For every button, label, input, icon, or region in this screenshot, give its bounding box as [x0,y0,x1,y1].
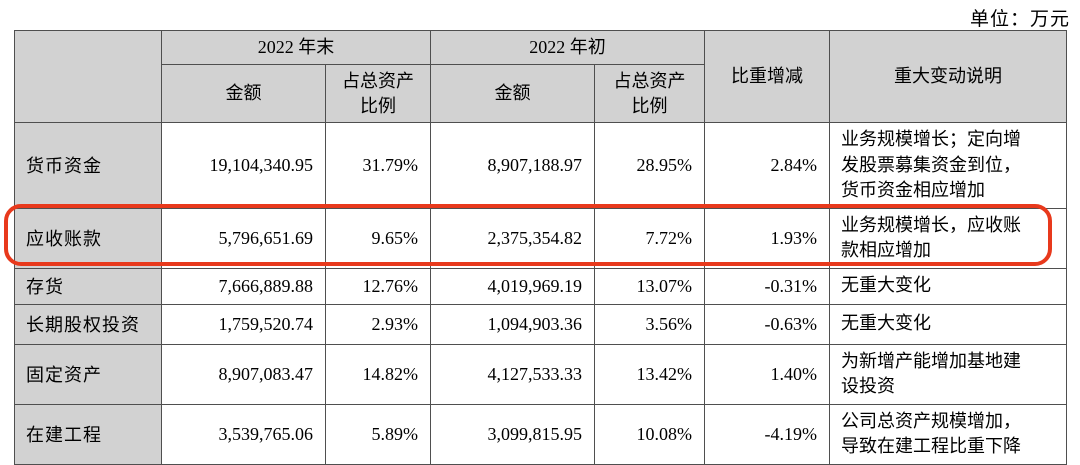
change-value: -0.63% [704,303,830,345]
header-period-begin: 2022 年初 [430,30,705,65]
begin-amount: 2,375,354.82 [430,207,595,269]
remark-text: 无重大变化 [829,303,1067,345]
begin-amount: 8,907,188.97 [430,122,595,209]
end-ratio: 31.79% [325,122,431,209]
end-ratio: 5.89% [325,403,431,465]
begin-ratio: 7.72% [594,207,705,269]
begin-ratio: 28.95% [594,122,705,209]
table-row: 长期股权投资 1,759,520.74 2.93% 1,094,903.36 3… [14,303,1067,345]
header-amount-begin: 金额 [430,64,595,123]
end-ratio: 9.65% [325,207,431,269]
unit-label: 单位：万元 [969,9,1070,30]
begin-amount: 1,094,903.36 [430,303,595,345]
change-value: -4.19% [704,403,830,465]
row-label: 存货 [14,267,162,305]
asset-table: 2022 年末 2022 年初 比重增减 重大变动说明 金额 占总资产 比例 金… [14,30,1067,465]
row-label: 长期股权投资 [14,303,162,345]
begin-amount: 4,127,533.33 [430,343,595,405]
begin-ratio: 13.42% [594,343,705,405]
table-row: 货币资金 19,104,340.95 31.79% 8,907,188.97 2… [14,122,1067,209]
remark-text: 业务规模增长，应收账款相应增加 [829,207,1067,269]
header-row-periods: 2022 年末 2022 年初 比重增减 重大变动说明 [14,30,1067,123]
change-value: 1.93% [704,207,830,269]
end-amount: 8,907,083.47 [161,343,326,405]
begin-amount: 3,099,815.95 [430,403,595,465]
begin-ratio: 3.56% [594,303,705,345]
end-ratio: 14.82% [325,343,431,405]
header-amount-end: 金额 [161,64,326,123]
end-ratio: 2.93% [325,303,431,345]
remark-text: 为新增产能增加基地建设投资 [829,343,1067,405]
header-ratio-begin: 占总资产 比例 [594,64,705,123]
header-change: 比重增减 [704,30,830,123]
end-amount: 5,796,651.69 [161,207,326,269]
row-label: 在建工程 [14,403,162,465]
row-label: 固定资产 [14,343,162,405]
remark-text: 无重大变化 [829,267,1067,305]
end-ratio: 12.76% [325,267,431,305]
remark-text: 业务规模增长；定向增发股票募集资金到位，货币资金相应增加 [829,122,1067,209]
table-row-highlighted: 应收账款 5,796,651.69 9.65% 2,375,354.82 7.7… [14,207,1067,269]
begin-ratio: 10.08% [594,403,705,465]
end-amount: 7,666,889.88 [161,267,326,305]
table-header: 2022 年末 2022 年初 比重增减 重大变动说明 金额 占总资产 比例 金… [14,30,1067,123]
begin-ratio: 13.07% [594,267,705,305]
header-row-measures: 金额 占总资产 比例 金额 占总资产 比例 [15,64,1067,123]
row-label: 货币资金 [14,122,162,209]
remark-text: 公司总资产规模增加，导致在建工程比重下降 [829,403,1067,465]
change-value: 2.84% [704,122,830,209]
end-amount: 19,104,340.95 [161,122,326,209]
change-value: 1.40% [704,343,830,405]
end-amount: 3,539,765.06 [161,403,326,465]
end-amount: 1,759,520.74 [161,303,326,345]
table-row: 在建工程 3,539,765.06 5.89% 3,099,815.95 10.… [14,403,1067,465]
header-remark: 重大变动说明 [829,30,1067,123]
corner-cell [14,30,162,123]
change-value: -0.31% [704,267,830,305]
table-body: 货币资金 19,104,340.95 31.79% 8,907,188.97 2… [14,122,1067,465]
table-row: 存货 7,666,889.88 12.76% 4,019,969.19 13.0… [14,267,1067,305]
header-ratio-end: 占总资产 比例 [325,64,431,123]
header-period-end: 2022 年末 [161,30,431,65]
begin-amount: 4,019,969.19 [430,267,595,305]
table-row: 固定资产 8,907,083.47 14.82% 4,127,533.33 13… [14,343,1067,405]
row-label: 应收账款 [14,207,162,269]
